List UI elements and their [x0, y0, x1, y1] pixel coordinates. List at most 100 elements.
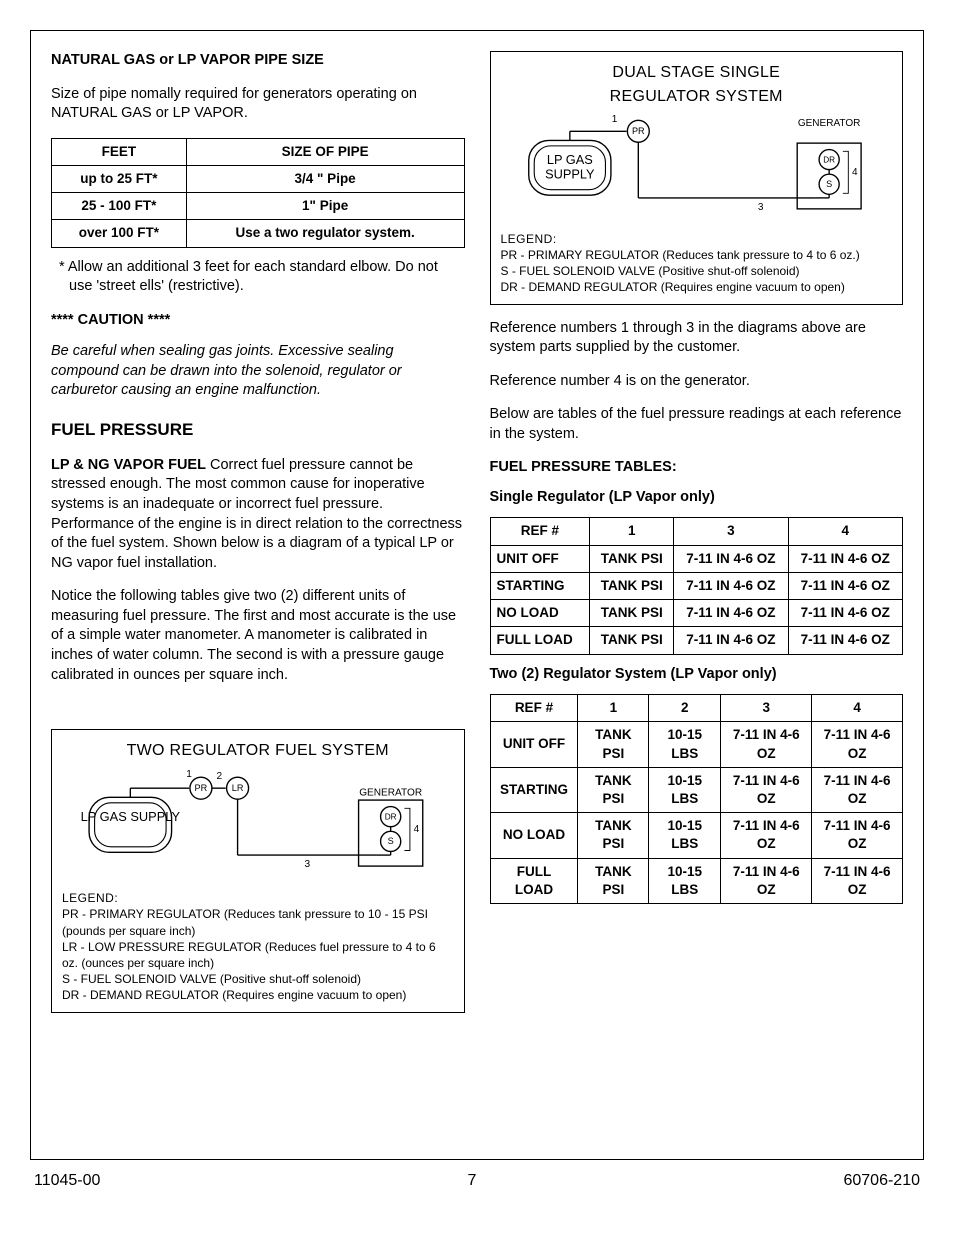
table-row: UNIT OFF TANK PSI 7-11 IN 4-6 OZ 7-11 IN…	[490, 545, 903, 572]
table-row: UNIT OFF TANK PSI 10-15 LBS 7-11 IN 4-6 …	[490, 722, 903, 767]
table-row: FEET SIZE OF PIPE	[52, 138, 465, 165]
pipe-size-heading: NATURAL GAS or LP VAPOR PIPE SIZE	[51, 51, 465, 71]
dual-stage-diagram: DUAL STAGE SINGLE REGULATOR SYSTEM LP GA…	[490, 51, 904, 305]
svg-text:4: 4	[851, 167, 857, 178]
svg-text:LR: LR	[232, 783, 244, 793]
table-cell: 7-11 IN 4-6 OZ	[721, 722, 812, 767]
table-cell: TANK PSI	[590, 627, 674, 654]
diagram-title: TWO REGULATOR FUEL SYSTEM	[62, 740, 454, 762]
right-column: DUAL STAGE SINGLE REGULATOR SYSTEM LP GA…	[490, 51, 904, 1149]
diagram-title-line1: DUAL STAGE SINGLE	[501, 62, 893, 84]
table-header: FEET	[52, 138, 187, 165]
table-cell: 7-11 IN 4-6 OZ	[721, 858, 812, 903]
table-cell: TANK PSI	[590, 600, 674, 627]
table-cell: 7-11 IN 4-6 OZ	[812, 813, 903, 858]
caution-text: Be careful when sealing gas joints. Exce…	[51, 342, 465, 401]
table-cell: 7-11 IN 4-6 OZ	[674, 600, 788, 627]
table-cell: 7-11 IN 4-6 OZ	[812, 858, 903, 903]
ref-para-2: Reference number 4 is on the generator.	[490, 372, 904, 392]
table-cell: 7-11 IN 4-6 OZ	[721, 813, 812, 858]
legend-line: DR - DEMAND REGULATOR (Requires engine v…	[62, 987, 454, 1003]
table-header: 1	[590, 518, 674, 545]
table-cell: Use a two regulator system.	[186, 220, 464, 247]
legend-line: S - FUEL SOLENOID VALVE (Positive shut-o…	[501, 263, 893, 279]
svg-text:S: S	[826, 179, 832, 189]
legend-line: S - FUEL SOLENOID VALVE (Positive shut-o…	[62, 971, 454, 987]
svg-text:DR: DR	[385, 812, 397, 821]
footer-center: 7	[468, 1172, 477, 1190]
table-cell: UNIT OFF	[490, 545, 590, 572]
svg-text:PR: PR	[631, 126, 644, 136]
left-column: NATURAL GAS or LP VAPOR PIPE SIZE Size o…	[51, 51, 465, 1149]
table-cell: TANK PSI	[590, 545, 674, 572]
table-cell: FULL LOAD	[490, 858, 578, 903]
table-cell: 10-15 LBS	[649, 813, 721, 858]
svg-text:S: S	[388, 836, 394, 846]
fuel-pressure-para-1: LP & NG VAPOR FUEL Correct fuel pressure…	[51, 456, 465, 573]
table-cell: 10-15 LBS	[649, 722, 721, 767]
table-cell: 3/4 " Pipe	[186, 165, 464, 192]
content-frame: NATURAL GAS or LP VAPOR PIPE SIZE Size o…	[30, 30, 924, 1160]
table-row: FULL LOAD TANK PSI 7-11 IN 4-6 OZ 7-11 I…	[490, 627, 903, 654]
svg-text:GENERATOR: GENERATOR	[797, 118, 860, 129]
table-row: NO LOAD TANK PSI 7-11 IN 4-6 OZ 7-11 IN …	[490, 600, 903, 627]
fuel-pressure-tables-heading: FUEL PRESSURE TABLES:	[490, 458, 904, 478]
table-row: up to 25 FT* 3/4 " Pipe	[52, 165, 465, 192]
diagram-svg: LP GAS SUPPLY PR 1 2 LR	[62, 768, 454, 885]
table-cell: up to 25 FT*	[52, 165, 187, 192]
table-cell: 7-11 IN 4-6 OZ	[674, 627, 788, 654]
table-row: REF # 1 2 3 4	[490, 695, 903, 722]
svg-text:3: 3	[304, 859, 310, 870]
svg-text:3: 3	[757, 202, 763, 213]
spacer	[51, 699, 465, 729]
single-regulator-heading: Single Regulator (LP Vapor only)	[490, 488, 904, 508]
svg-text:1: 1	[611, 114, 617, 125]
table-cell: 10-15 LBS	[649, 767, 721, 812]
table-header: SIZE OF PIPE	[186, 138, 464, 165]
svg-text:PR: PR	[195, 783, 208, 793]
diagram-svg: LP GASSUPPLY PR 1 3 GENERATOR DR	[501, 113, 893, 225]
table-header: 1	[578, 695, 649, 722]
table-cell: TANK PSI	[590, 572, 674, 599]
ref-para-1: Reference numbers 1 through 3 in the dia…	[490, 319, 904, 358]
table-header: 2	[649, 695, 721, 722]
single-regulator-table: REF # 1 3 4 UNIT OFF TANK PSI 7-11 IN 4-…	[490, 517, 904, 654]
two-regulator-diagram: TWO REGULATOR FUEL SYSTEM LP GAS SUPPLY …	[51, 729, 465, 1012]
table-cell: 7-11 IN 4-6 OZ	[812, 767, 903, 812]
table-cell: FULL LOAD	[490, 627, 590, 654]
table-cell: STARTING	[490, 767, 578, 812]
legend-line: PR - PRIMARY REGULATOR (Reduces tank pre…	[62, 906, 454, 938]
two-regulator-table: REF # 1 2 3 4 UNIT OFF TANK PSI 10-15 LB…	[490, 694, 904, 904]
table-cell: NO LOAD	[490, 813, 578, 858]
caution-heading: **** CAUTION ****	[51, 311, 465, 331]
table-header: 4	[788, 518, 902, 545]
legend-heading: LEGEND:	[501, 231, 893, 247]
svg-text:4: 4	[414, 824, 420, 835]
table-cell: TANK PSI	[578, 722, 649, 767]
pipe-size-intro: Size of pipe nomally required for genera…	[51, 85, 465, 124]
two-regulator-heading: Two (2) Regulator System (LP Vapor only)	[490, 665, 904, 685]
table-header: 3	[721, 695, 812, 722]
page-footer: 11045-00 7 60706-210	[30, 1160, 924, 1190]
table-row: NO LOAD TANK PSI 10-15 LBS 7-11 IN 4-6 O…	[490, 813, 903, 858]
table-cell: 7-11 IN 4-6 OZ	[721, 767, 812, 812]
run-in-label: LP & NG VAPOR FUEL	[51, 457, 206, 473]
table-row: STARTING TANK PSI 10-15 LBS 7-11 IN 4-6 …	[490, 767, 903, 812]
legend-line: LR - LOW PRESSURE REGULATOR (Reduces fue…	[62, 939, 454, 971]
legend-line: DR - DEMAND REGULATOR (Requires engine v…	[501, 279, 893, 295]
svg-text:1: 1	[186, 769, 192, 780]
table-cell: 7-11 IN 4-6 OZ	[788, 572, 902, 599]
lp-label: LP GAS SUPPLY	[81, 809, 181, 824]
table-cell: over 100 FT*	[52, 220, 187, 247]
fuel-pressure-para-2: Notice the following tables give two (2)…	[51, 587, 465, 685]
table-row: STARTING TANK PSI 7-11 IN 4-6 OZ 7-11 IN…	[490, 572, 903, 599]
ref-para-3: Below are tables of the fuel pressure re…	[490, 405, 904, 444]
table-header: 3	[674, 518, 788, 545]
pipe-size-table: FEET SIZE OF PIPE up to 25 FT* 3/4 " Pip…	[51, 138, 465, 248]
table-header: REF #	[490, 518, 590, 545]
table-header: REF #	[490, 695, 578, 722]
svg-text:LP GASSUPPLY: LP GASSUPPLY	[545, 152, 595, 182]
table-cell: 7-11 IN 4-6 OZ	[674, 572, 788, 599]
table-cell: 7-11 IN 4-6 OZ	[788, 545, 902, 572]
table-cell: TANK PSI	[578, 767, 649, 812]
